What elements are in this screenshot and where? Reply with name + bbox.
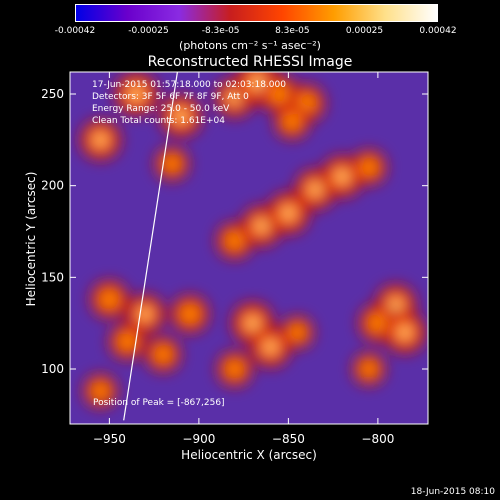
bright-region (351, 352, 386, 386)
bright-region (249, 325, 292, 369)
colorbar-tick-label: 0.00025 (345, 26, 384, 36)
bright-region (273, 103, 311, 140)
annotation-detectors: Detectors: 3F 5F 6F 7F 8F 9F, Att 0 (92, 92, 249, 102)
y-axis-label: Heliocentric Y (arcsec) (24, 171, 38, 307)
annotation-clean-counts: Clean Total counts: 1.61E+04 (92, 116, 225, 126)
y-tick-label: 200 (41, 179, 64, 193)
x-tick-label: −950 (93, 432, 126, 446)
bright-region (113, 72, 159, 117)
timestamp: 18-Jun-2015 08:10 (410, 487, 495, 497)
y-tick-label: 100 (41, 362, 64, 376)
bright-region (382, 310, 427, 355)
annotation-time-range: 17-Jun-2015 01:57:18.000 to 02:03:18.000 (92, 80, 286, 90)
colorbar-tick-label: -8.3e-05 (201, 26, 240, 36)
solar-limb-line (123, 72, 178, 421)
heatmap-regions (79, 72, 427, 409)
x-tick-label: −900 (182, 432, 215, 446)
bright-region (144, 335, 182, 373)
chart-title: Reconstructed RHESSI Image (147, 54, 353, 70)
bright-region (216, 350, 254, 388)
y-tick-label: 150 (41, 270, 64, 284)
bright-region (170, 294, 210, 334)
bright-region (154, 145, 190, 182)
x-tick-label: −800 (361, 432, 394, 446)
bright-region (159, 94, 203, 138)
colorbar-gradient (76, 5, 437, 21)
bright-region (82, 373, 119, 409)
bright-region (79, 118, 122, 162)
bright-region (280, 315, 315, 350)
peak-position-label: Position of Peak = [-867,256] (93, 398, 225, 408)
colorbar-tick-label: 0.00042 (419, 26, 457, 36)
colorbar-tick-label: 8.3e-05 (275, 26, 310, 36)
plot-frame (69, 71, 429, 425)
colorbar (75, 4, 438, 22)
axes-ticks: −950 −900 −850 −800 100 150 200 250 (41, 72, 428, 446)
bright-region (108, 322, 147, 361)
colorbar-tick-label: -0.00025 (128, 26, 169, 36)
x-axis-label: Heliocentric X (arcsec) (181, 448, 317, 462)
bright-region (89, 279, 130, 320)
colorbar-units-label: (photons cm⁻² s⁻¹ asec⁻²) (179, 39, 321, 52)
y-tick-label: 250 (41, 87, 64, 101)
annotation-energy-range: Energy Range: 25.0 - 50.0 keV (92, 104, 230, 114)
x-tick-label: −850 (272, 432, 305, 446)
colorbar-tick-label: -0.00042 (54, 26, 96, 36)
bright-region (350, 148, 388, 186)
